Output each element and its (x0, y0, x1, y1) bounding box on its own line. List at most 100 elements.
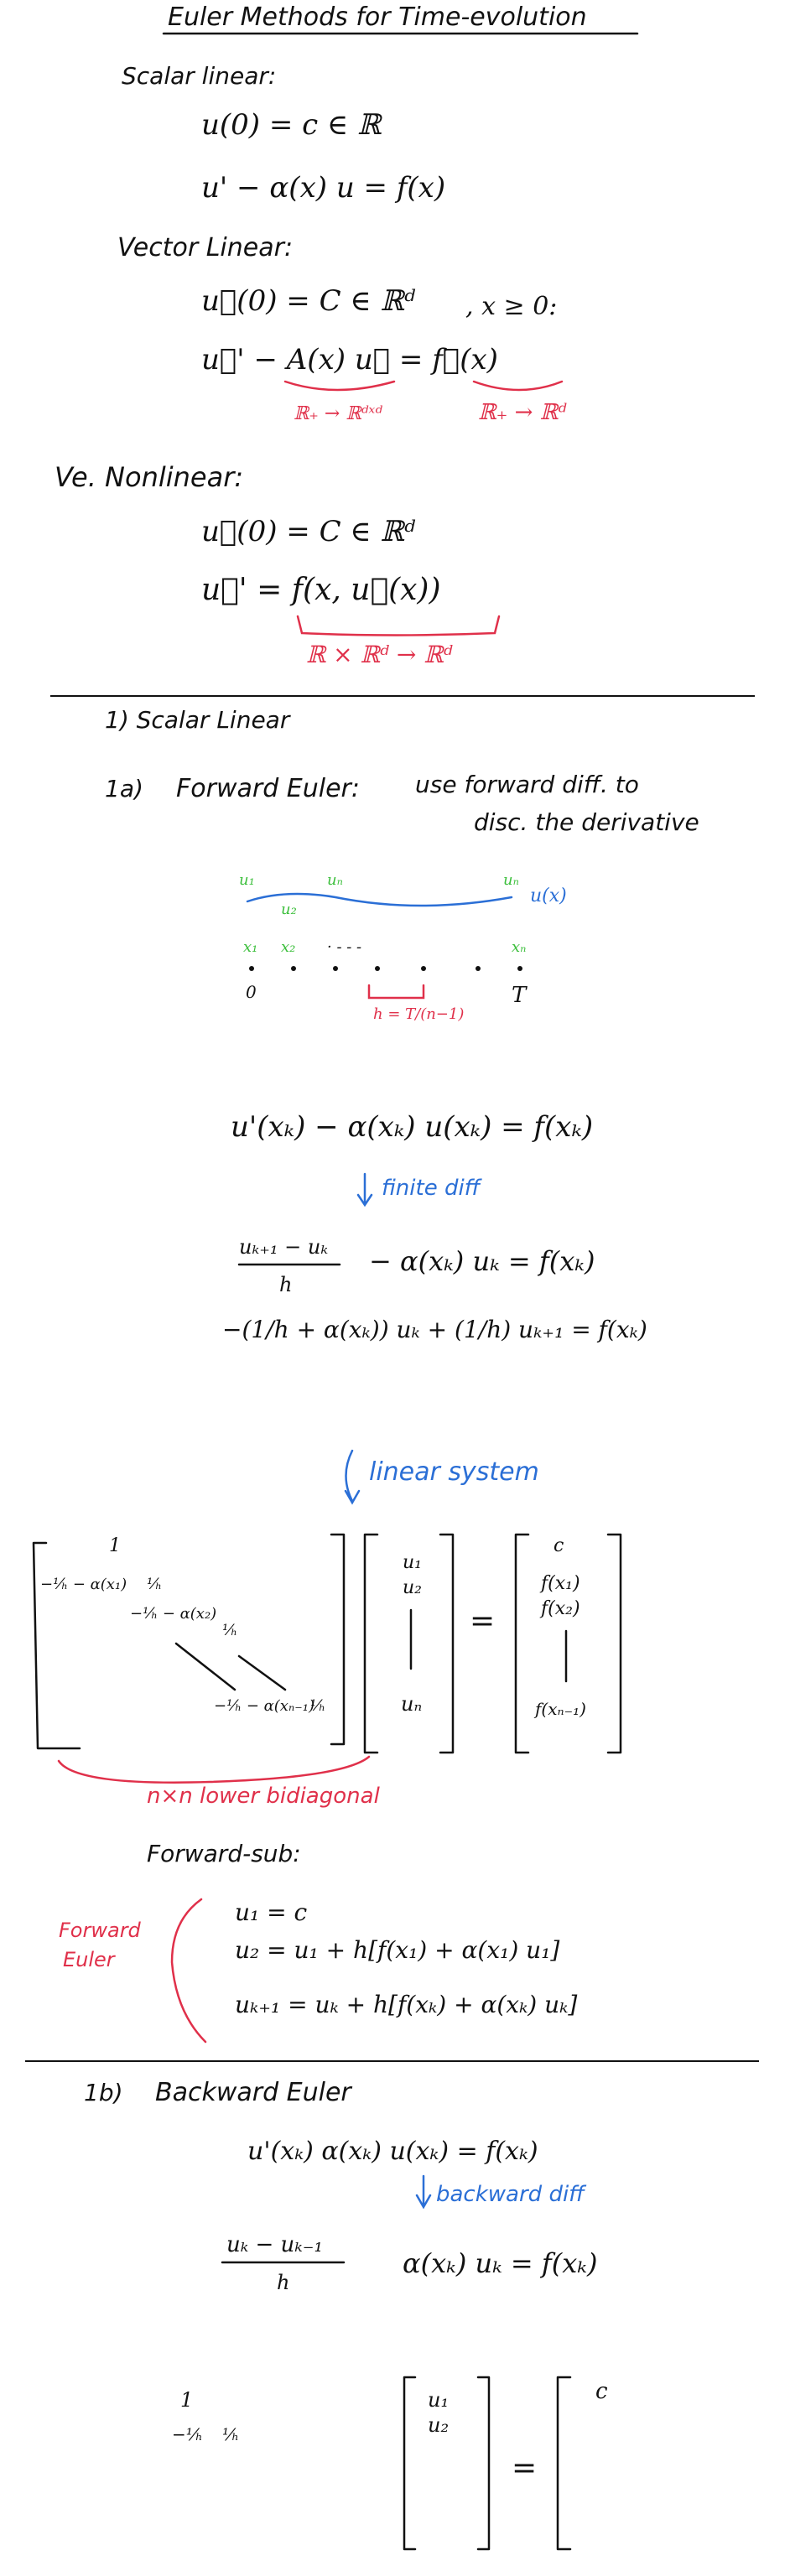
be-rhs-c: c (595, 2379, 608, 2404)
matrix-subdiag-line (237, 1654, 287, 1691)
vec-u1: u₁ (403, 1552, 422, 1573)
rhs-fn: f(xₙ₋₁) (533, 1699, 586, 1719)
matrix-r4b: ¹⁄ₕ (310, 1697, 325, 1715)
grid-zero: 0 (246, 982, 257, 1002)
grid-xn: xₙ (512, 938, 526, 956)
fs-heading: Forward-sub: (147, 1840, 301, 1867)
vector-heading: Vector Linear: (117, 233, 293, 262)
matrix-r3b: ¹⁄ₕ (222, 1622, 237, 1639)
A-brace (283, 380, 396, 392)
scalar-heading: Scalar linear: (122, 62, 276, 90)
vec-un: uₙ (401, 1692, 422, 1716)
arrow-bd (415, 2174, 432, 2210)
vector-f-note: ℝ₊ → ℝᵈ (478, 400, 567, 425)
fs-eq-1: u₁ = c (235, 1898, 308, 1926)
be-vec-u1: u₁ (428, 2388, 449, 2412)
grid-un-top: uₙ (327, 871, 343, 889)
nonlinear-ic: u⃗(0) = C ∈ ℝᵈ (201, 515, 416, 548)
bidiagonal-matrix: 1 −¹⁄ₕ − α(x₁) ¹⁄ₕ −¹⁄ₕ − α(x₂) ¹⁄ₕ −¹⁄ₕ… (32, 1533, 346, 1750)
section1a-label: 1a) (105, 775, 143, 802)
matrix-r3a: −¹⁄ₕ − α(x₂) (130, 1605, 216, 1623)
grid-un: uₙ (503, 871, 519, 889)
fs-eq-2: u₂ = u₁ + h[f(x₁) + α(x₁) u₁] (235, 1936, 559, 1964)
be-rhs-left-bracket (556, 2376, 572, 2551)
disc-numerator: uₖ₊₁ − uₖ (239, 1235, 328, 1259)
matrix-r2a: −¹⁄ₕ − α(x₁) (40, 1576, 127, 1593)
fe-title: Forward Euler: (176, 774, 360, 803)
bidiag-note: n×n lower bidiagonal (147, 1784, 381, 1809)
grid-u1: u₁ (239, 871, 255, 889)
grid-x1: x₁ (243, 938, 257, 956)
matrix-r4a: −¹⁄ₕ − α(xₙ₋₁) (214, 1697, 314, 1715)
vector-A-note: ℝ₊ → ℝᵈˣᵈ (294, 403, 382, 424)
fe-label-1: Forward (59, 1919, 142, 1942)
grid-point (291, 966, 296, 971)
rhs-f1: f(x₁) (539, 1573, 580, 1594)
grid-point (517, 966, 522, 971)
fe-desc-1: use forward diff. to (415, 771, 639, 798)
scalar-ic: u(0) = c ∈ ℝ (201, 108, 383, 142)
scalar-ode: u' − α(x) u = f(x) (201, 171, 445, 205)
rhs-c: c (554, 1535, 564, 1556)
note-fd: finite diff (382, 1176, 483, 1201)
be-vec-left-bracket (403, 2376, 417, 2551)
vec-u2: u₂ (403, 1577, 422, 1598)
disc-denominator: h (279, 1273, 292, 1296)
note-bd: backward diff (436, 2182, 587, 2207)
page-title: Euler Methods for Time-evolution (168, 3, 587, 32)
matrix-right-bracket (330, 1533, 346, 1746)
section1b-label: 1b) (84, 2079, 123, 2106)
be-numerator: uₖ − uₖ₋₁ (226, 2232, 323, 2257)
grid-x2: x₂ (281, 938, 295, 956)
fe-label-2: Euler (63, 1948, 117, 1971)
be-denominator: h (277, 2271, 289, 2294)
solution-curve (246, 892, 513, 907)
arrow-ls (344, 1449, 361, 1505)
rhs-vector: c f(x₁) f(x₂) f(xₙ₋₁) (514, 1533, 622, 1754)
unknown-vector: u₁ u₂ uₙ (363, 1533, 455, 1754)
grid-point (249, 966, 254, 971)
arrow-fd (356, 1172, 373, 1208)
h-bracket (367, 984, 425, 1000)
vector-ode: u⃗' − A(x) u⃗ = f⃗(x) (201, 343, 498, 377)
be-eq-continuous: u'(xₖ) α(xₖ) u(xₖ) = f(xₖ) (247, 2137, 538, 2166)
fs-eq-3: uₖ₊₁ = uₖ + h[f(xₖ) + α(xₖ) uₖ] (235, 1991, 577, 2018)
be-vec-u2: u₂ (428, 2413, 449, 2437)
grid-u2: u₂ (281, 901, 297, 918)
eq-rearranged: −(1/h + α(xₖ)) uₖ + (1/h) uₖ₊₁ = f(xₖ) (222, 1316, 647, 1343)
matrix-r1: 1 (109, 1535, 121, 1556)
eq-disc-rest: − α(xₖ) uₖ = f(xₖ) (369, 1245, 595, 1277)
be-vec-right-bracket (476, 2376, 491, 2551)
note-ls: linear system (369, 1457, 539, 1487)
system-equals: = (470, 1604, 495, 1639)
fe-brace (170, 1898, 207, 2044)
rhs-right-bracket (606, 1533, 622, 1754)
matrix-diag-line (174, 1642, 236, 1691)
grid-point (476, 966, 481, 971)
eq-continuous: u'(xₖ) − α(xₖ) u(xₖ) = f(xₖ) (231, 1110, 593, 1144)
grid-ux: u(x) (530, 886, 567, 906)
grid-sketch: u₁ u₂ uₙ uₙ u(x) x₁ x₂ · - - - xₙ 0 T h … (239, 871, 567, 1023)
matrix-r2b: ¹⁄ₕ (147, 1576, 162, 1593)
nonlinear-note: ℝ × ℝᵈ → ℝᵈ (306, 641, 454, 668)
be-matrix-r2a: −¹⁄ₕ (172, 2424, 203, 2444)
be-eq-rest: α(xₖ) uₖ = f(xₖ) (403, 2247, 597, 2279)
matrix-left-bracket (32, 1541, 81, 1750)
section1b-heading: Backward Euler (155, 2078, 352, 2107)
section1-heading: 1) Scalar Linear (105, 706, 291, 734)
vector-ic: u⃗(0) = C ∈ ℝᵈ (201, 284, 416, 318)
vec-left-bracket (363, 1533, 379, 1754)
rhs-left-bracket (514, 1533, 530, 1754)
nonlinear-brace (296, 615, 501, 636)
grid-point (421, 966, 426, 971)
be-matrix-r1: 1 (180, 2388, 193, 2412)
bidiag-brace (57, 1755, 371, 1784)
grid-h: h = T/(n−1) (373, 1005, 464, 1023)
nonlinear-heading: Ve. Nonlinear: (55, 461, 243, 493)
f-brace (472, 380, 564, 392)
nonlinear-ode: u⃗' = f(x, u⃗(x)) (201, 573, 441, 607)
grid-point (375, 966, 380, 971)
be-equals: = (512, 2451, 537, 2485)
